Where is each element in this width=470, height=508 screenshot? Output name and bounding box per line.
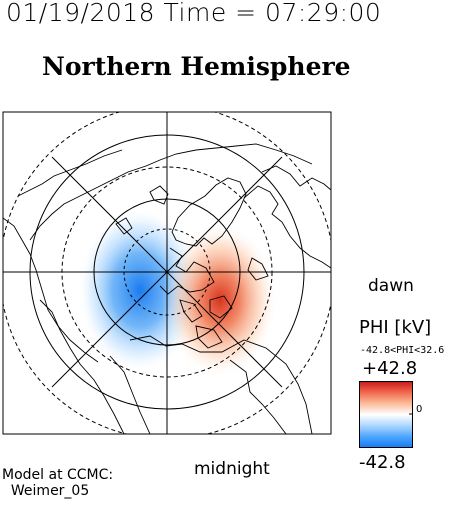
positive-potential-cell [162, 222, 278, 378]
colorbar-title: PHI [kV] [359, 317, 432, 338]
colorbar [359, 381, 413, 448]
colorbar-max-label: +42.8 [362, 358, 418, 379]
colorbar-zero-label: 0 [416, 404, 423, 415]
colorbar-min-label: -42.8 [359, 452, 406, 473]
dawn-label: dawn [368, 276, 414, 296]
map-frame [2, 111, 332, 435]
map-title: Northern Hemisphere [42, 52, 351, 81]
timestamp: 01/19/2018 Time = 07:29:00 [6, 0, 382, 27]
model-credit: Model at CCMC: Weimer_05 [2, 467, 114, 499]
midnight-label: midnight [194, 459, 270, 479]
colorbar-range: -42.8<PHI<32.6 [360, 345, 445, 356]
